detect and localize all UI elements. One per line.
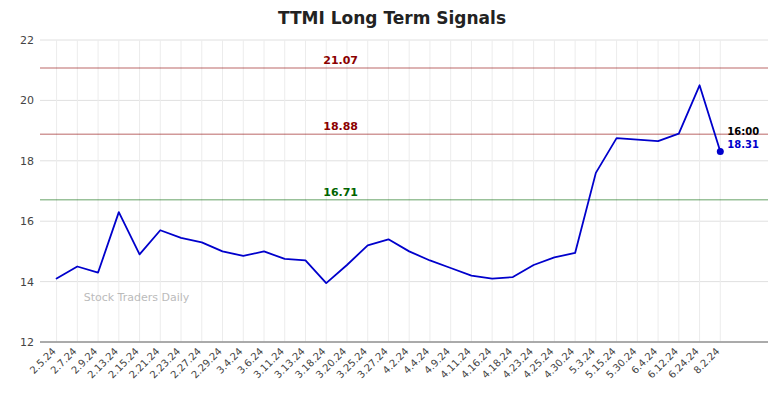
y-grid-line	[40, 342, 768, 343]
y-tick-label: 12	[20, 336, 34, 349]
marks	[40, 68, 768, 283]
value-label: 18.31	[727, 139, 759, 150]
y-grid-line	[40, 100, 768, 101]
y-tick-label: 20	[20, 94, 34, 107]
x-grid-line	[77, 40, 78, 342]
x-axis-line	[40, 342, 768, 343]
x-grid-line	[264, 40, 265, 342]
y-grid-line	[40, 40, 768, 41]
x-grid-line	[284, 40, 285, 342]
x-grid-line	[554, 40, 555, 342]
title: TTMI Long Term Signals	[278, 8, 506, 28]
chart: TTMI Long Term Signals1214161820222.5.24…	[0, 0, 784, 398]
y-grid-line	[40, 221, 768, 222]
x-grid-line	[450, 40, 451, 342]
x-grid-line	[678, 40, 679, 342]
x-grid-line	[616, 40, 617, 342]
y-tick-label: 22	[20, 34, 34, 47]
reference-line	[40, 133, 768, 135]
x-grid-line	[222, 40, 223, 342]
watermark: Stock Traders Daily	[84, 291, 190, 304]
x-grid-line	[388, 40, 389, 342]
last-point	[717, 148, 724, 155]
time-label: 16:00	[727, 126, 759, 137]
x-grid-line	[471, 40, 472, 342]
x-grid-line	[575, 40, 576, 342]
x-grid-line	[595, 40, 596, 342]
x-grid-line	[201, 40, 202, 342]
x-grid-line	[720, 40, 721, 342]
labels: 21.07 18.88 16.71 16:00 18.31 Stock Traders D…	[84, 54, 759, 304]
x-grid-line	[409, 40, 410, 342]
y-tick-label: 18	[20, 155, 34, 168]
y-tick-label: 16	[20, 215, 34, 228]
y-tick-label: 14	[20, 276, 34, 289]
x-grid-line	[367, 40, 368, 342]
x-grid-line	[512, 40, 513, 342]
axes: 1214161820222.5.242.7.242.9.242.13.242.1…	[20, 34, 768, 380]
x-tick-label: 8.2.24	[691, 346, 721, 376]
x-grid-line	[56, 40, 57, 342]
reference-line-label: 16.71	[323, 186, 358, 199]
x-grid-line	[492, 40, 493, 342]
y-grid-line	[40, 281, 768, 282]
reference-line	[40, 67, 768, 69]
x-grid-line	[429, 40, 430, 342]
x-grid-line	[658, 40, 659, 342]
reference-line-label: 18.88	[323, 120, 358, 133]
y-grid-line	[40, 160, 768, 161]
reference-line-label: 21.07	[323, 54, 358, 67]
reference-line	[40, 199, 768, 201]
grid	[40, 40, 768, 342]
x-grid-line	[637, 40, 638, 342]
x-grid-line	[305, 40, 306, 342]
x-grid-line	[533, 40, 534, 342]
x-grid-line	[243, 40, 244, 342]
price-line	[57, 85, 721, 283]
